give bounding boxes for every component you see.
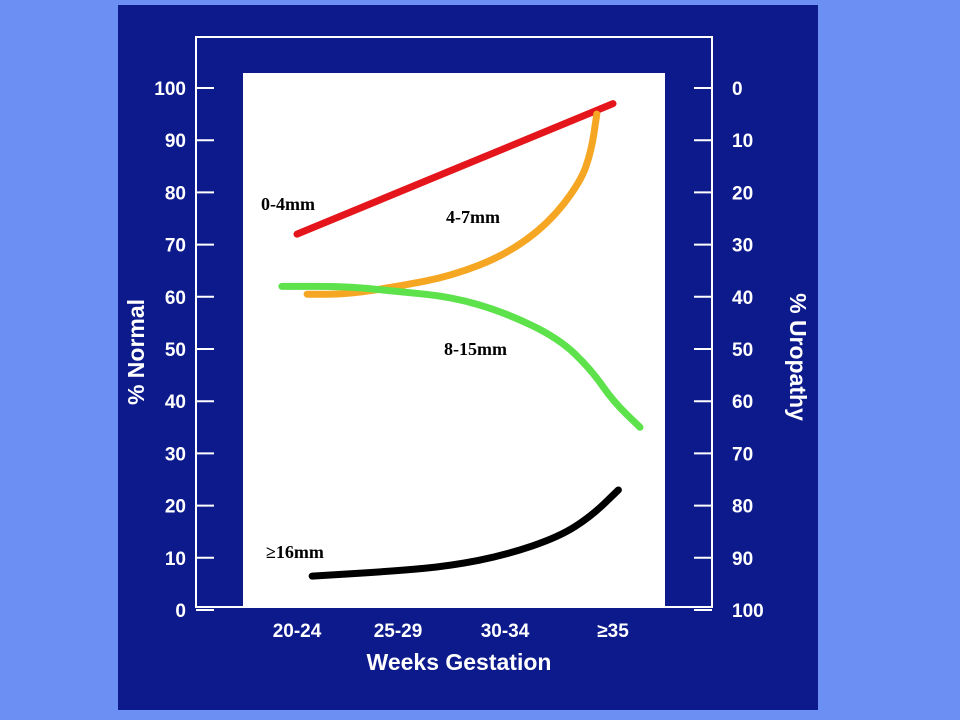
y2-tick-label: 70 xyxy=(732,444,753,465)
y-tick-label: 70 xyxy=(165,236,186,257)
y2-tick-label: 60 xyxy=(732,392,753,413)
y2-tick-label: 0 xyxy=(732,79,743,100)
y2-tick-label: 30 xyxy=(732,236,753,257)
y2-tick-label: 100 xyxy=(732,601,764,622)
x-tick-label: 20-24 xyxy=(273,621,322,642)
x-tick-label: ≥35 xyxy=(597,621,629,642)
y-tick-label: 100 xyxy=(154,79,186,100)
y2-tick-label: 20 xyxy=(732,183,753,204)
x-tick-label: 30-34 xyxy=(481,621,530,642)
series-label: 0-4mm xyxy=(261,194,315,214)
y-tick-label: 40 xyxy=(165,392,186,413)
x-axis-title: Weeks Gestation xyxy=(367,649,552,675)
series-line-2 xyxy=(278,282,644,431)
series-line-3 xyxy=(308,486,622,580)
series-label: 8-15mm xyxy=(444,339,507,359)
series-label: ≥16mm xyxy=(266,542,324,562)
y-tick-label: 80 xyxy=(165,183,186,204)
y2-tick-label: 40 xyxy=(732,288,753,309)
plot-area xyxy=(243,73,665,608)
series-line-0 xyxy=(293,100,617,238)
y-tick-label: 90 xyxy=(165,131,186,152)
series-label: 4-7mm xyxy=(446,207,500,227)
y2-tick-label: 90 xyxy=(732,549,753,570)
y-axis-title: % Normal xyxy=(123,299,149,405)
slide-background: 0 10 20 30 40 50 60 70 80 90 100 100 90 80 70 60 50 40 30 2… xyxy=(118,5,818,710)
y2-tick-label: 80 xyxy=(732,497,753,518)
y-tick-label: 50 xyxy=(165,340,186,361)
x-tick-label: 25-29 xyxy=(374,621,423,642)
y-tick-label: 60 xyxy=(165,288,186,309)
chart: 0102030405060708090100100908070605040302… xyxy=(123,36,811,675)
y2-tick-label: 50 xyxy=(732,340,753,361)
y-tick-label: 10 xyxy=(165,549,186,570)
y2-tick-label: 10 xyxy=(732,131,753,152)
y2-axis-title: % Uropathy xyxy=(785,293,811,421)
y-tick-label: 30 xyxy=(165,444,186,465)
y-tick-label: 0 xyxy=(175,601,186,622)
y-tick-label: 20 xyxy=(165,497,186,518)
